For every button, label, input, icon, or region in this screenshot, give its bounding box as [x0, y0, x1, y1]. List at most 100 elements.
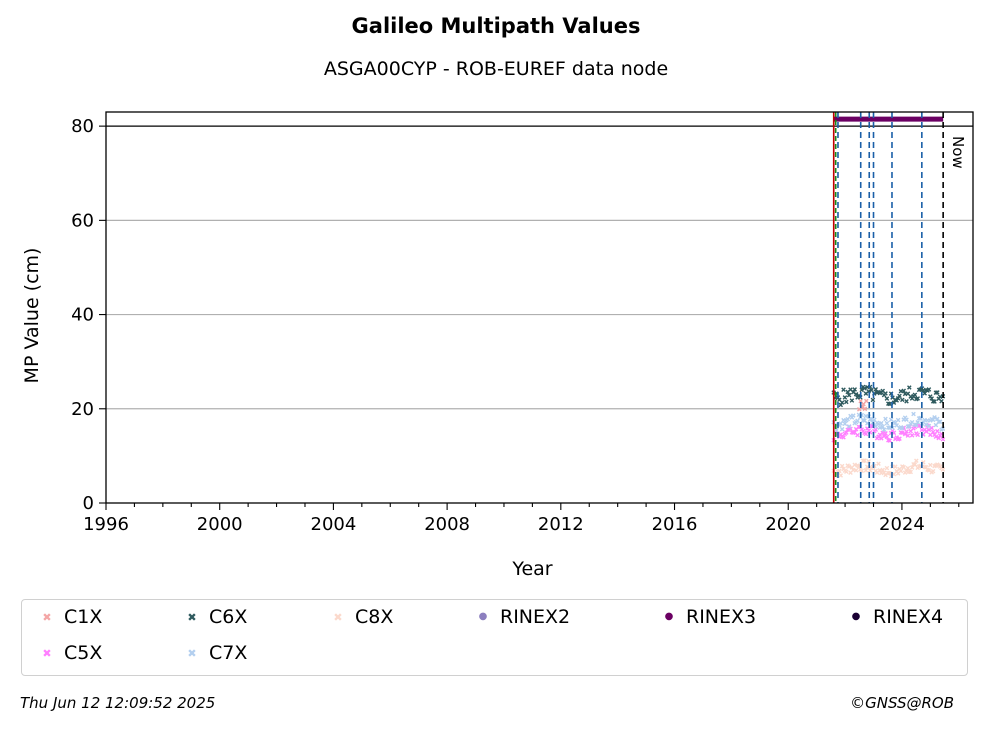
series-point: [884, 434, 890, 440]
x-tick-label: 2008: [424, 514, 470, 535]
series-point: [900, 425, 905, 431]
series-point: [893, 464, 898, 470]
series-point: [876, 461, 881, 467]
y-tick-label: 40: [71, 305, 94, 326]
series-point: [923, 422, 929, 427]
series-point: [930, 417, 936, 423]
series-point: [932, 399, 937, 404]
dot-marker-icon: ●: [664, 611, 674, 622]
legend-label: C7X: [209, 642, 248, 664]
series-point: [884, 396, 890, 401]
series-point: [853, 468, 859, 473]
series-point: [904, 399, 909, 404]
series-point: [839, 463, 845, 469]
series-point: [904, 429, 909, 434]
series-point: [884, 420, 890, 426]
x-marker-icon: ✖: [42, 610, 52, 624]
series-point: [940, 426, 946, 431]
series-point: [838, 421, 844, 426]
x-marker-icon: ✖: [187, 610, 197, 624]
legend-item-c1x: ✖ C1X: [36, 606, 102, 628]
legend-label: RINEX3: [686, 606, 757, 628]
series-point: [855, 432, 860, 438]
series-point: [905, 433, 911, 438]
series-point: [839, 400, 845, 405]
series-point: [880, 424, 886, 430]
series-point: [883, 416, 888, 422]
series-c6x: [831, 384, 946, 408]
legend-item-rinex3: ● RINEX3: [658, 606, 757, 628]
legend-item-rinex2: ● RINEX2: [472, 606, 571, 628]
series-point: [844, 399, 849, 405]
series-point: [926, 423, 932, 429]
series-point: [915, 396, 921, 401]
credit: ©GNSS@ROB: [850, 694, 954, 712]
y-tick-label: 80: [71, 116, 94, 137]
series-point: [845, 427, 851, 433]
series-point: [841, 435, 846, 440]
series-point: [848, 426, 853, 432]
series-point: [841, 387, 846, 393]
series-point: [915, 419, 921, 425]
series-point: [907, 385, 912, 390]
dot-marker-icon: ●: [478, 611, 488, 622]
series-point: [908, 469, 914, 475]
series-point: [912, 462, 918, 467]
series-point: [864, 398, 869, 404]
series-point: [940, 436, 946, 442]
series-point: [895, 396, 901, 401]
series-point: [933, 422, 939, 428]
series-point: [838, 473, 844, 478]
series-point: [869, 387, 874, 393]
series-point: [900, 397, 905, 403]
series-point: [851, 413, 856, 418]
dot-marker-icon: ●: [851, 611, 861, 622]
series-point: [877, 425, 883, 430]
y-axis-label: MP Value (cm): [21, 248, 43, 384]
series-point: [870, 397, 876, 403]
series-point: [846, 392, 852, 398]
series-c8x: [831, 458, 946, 479]
legend-item-rinex4: ● RINEX4: [845, 606, 944, 628]
series-point: [881, 427, 887, 432]
series-point: [846, 464, 852, 469]
series-point: [935, 428, 940, 434]
y-tick-label: 60: [71, 210, 94, 231]
x-marker-icon: ✖: [187, 646, 197, 660]
legend-label: C8X: [355, 606, 394, 628]
series-point: [880, 467, 886, 473]
series-point: [900, 430, 905, 436]
series-point: [898, 468, 904, 474]
legend-label: C6X: [209, 606, 248, 628]
series-point: [902, 431, 908, 437]
series-point: [930, 429, 936, 435]
x-tick-label: 2000: [197, 514, 243, 535]
series-point: [928, 462, 933, 468]
series-point: [912, 392, 918, 398]
series-point: [859, 387, 865, 393]
series-point: [897, 393, 902, 399]
series-point: [911, 411, 916, 417]
series-point: [926, 387, 932, 392]
series-point: [842, 395, 848, 400]
series-point: [846, 424, 852, 429]
series-point: [936, 435, 942, 441]
x-axis-label: Year: [511, 558, 552, 580]
series-point: [883, 391, 888, 396]
series-point: [901, 464, 907, 470]
x-marker-icon: ✖: [333, 610, 343, 624]
plot-frame: [105, 111, 974, 504]
timestamp: Thu Jun 12 12:09:52 2025: [20, 694, 216, 712]
legend-label: RINEX2: [500, 606, 571, 628]
series-point: [904, 417, 909, 422]
series-point: [862, 386, 867, 391]
series-point: [935, 390, 940, 395]
series-point: [844, 469, 849, 474]
chart-subtitle: ASGA00CYP - ROB-EUREF data node: [323, 58, 669, 80]
y-tick-label: 0: [83, 493, 94, 514]
legend-label: C1X: [64, 606, 103, 628]
legend: ✖ C1X ✖ C6X ✖ C8X ● RINEX2 ● RINEX3 ● RINEX4 ✖ C5X ✖ C7…: [21, 599, 968, 676]
legend-item-c6x: ✖ C6X: [181, 606, 247, 628]
series-point: [909, 432, 915, 438]
